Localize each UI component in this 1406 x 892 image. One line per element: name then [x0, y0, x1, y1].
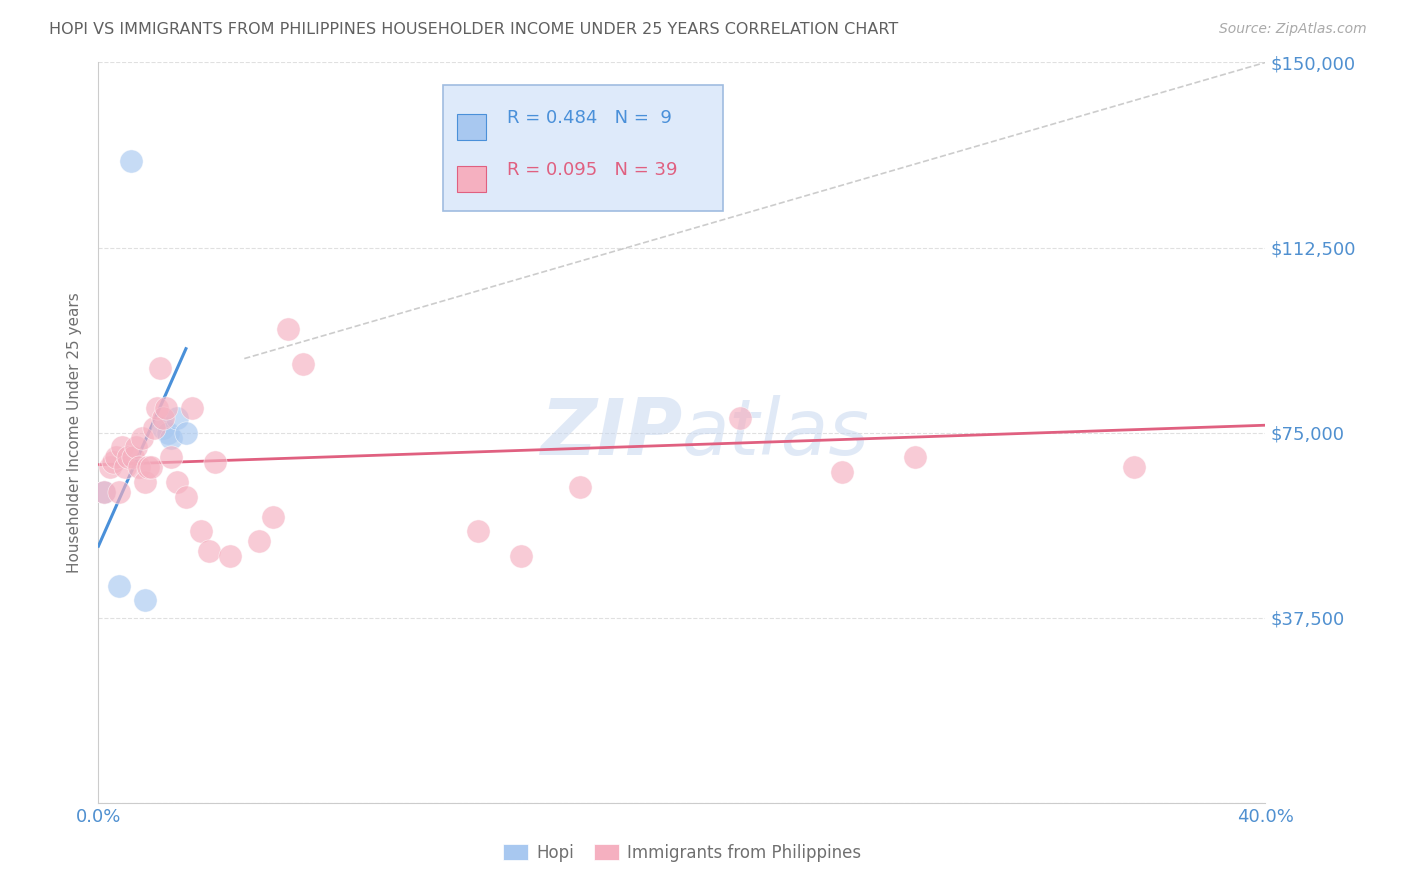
Point	[114, 460, 136, 475]
Point	[1123, 460, 1146, 475]
Point	[190, 524, 212, 539]
Point	[136, 460, 159, 475]
Point	[166, 475, 188, 489]
Point	[101, 455, 124, 469]
Point	[120, 154, 142, 169]
Point	[174, 425, 197, 440]
Point	[218, 549, 240, 563]
Point	[568, 480, 591, 494]
Point	[180, 401, 202, 415]
Point	[174, 490, 197, 504]
Point	[134, 475, 156, 489]
Point	[108, 579, 131, 593]
Point	[93, 484, 115, 499]
Point	[262, 509, 284, 524]
FancyBboxPatch shape	[457, 166, 486, 192]
Point	[155, 401, 177, 415]
Point	[131, 431, 153, 445]
Point	[157, 425, 180, 440]
Text: HOPI VS IMMIGRANTS FROM PHILIPPINES HOUSEHOLDER INCOME UNDER 25 YEARS CORRELATIO: HOPI VS IMMIGRANTS FROM PHILIPPINES HOUS…	[49, 22, 898, 37]
Point	[142, 420, 165, 434]
Text: R = 0.484   N =  9: R = 0.484 N = 9	[508, 109, 672, 127]
Point	[122, 450, 145, 465]
Y-axis label: Householder Income Under 25 years: Householder Income Under 25 years	[67, 293, 83, 573]
FancyBboxPatch shape	[443, 85, 723, 211]
Point	[117, 450, 139, 465]
Point	[277, 322, 299, 336]
Text: atlas: atlas	[682, 394, 870, 471]
Text: Source: ZipAtlas.com: Source: ZipAtlas.com	[1219, 22, 1367, 37]
Point	[730, 410, 752, 425]
Point	[125, 441, 148, 455]
Point	[128, 460, 150, 475]
Point	[204, 455, 226, 469]
Point	[152, 420, 174, 434]
Point	[146, 401, 169, 415]
Point	[139, 460, 162, 475]
Point	[291, 357, 314, 371]
Legend: Hopi, Immigrants from Philippines: Hopi, Immigrants from Philippines	[496, 838, 868, 869]
Point	[149, 361, 172, 376]
Point	[160, 450, 183, 465]
Point	[247, 534, 270, 549]
Point	[104, 450, 127, 465]
Point	[160, 431, 183, 445]
Point	[904, 450, 927, 465]
Point	[467, 524, 489, 539]
Point	[108, 484, 131, 499]
Point	[198, 544, 221, 558]
Point	[166, 410, 188, 425]
Point	[93, 484, 115, 499]
Point	[831, 465, 853, 479]
Point	[152, 410, 174, 425]
Point	[111, 441, 134, 455]
Text: R = 0.095   N = 39: R = 0.095 N = 39	[508, 161, 678, 178]
Point	[510, 549, 533, 563]
Text: ZIP: ZIP	[540, 394, 682, 471]
FancyBboxPatch shape	[457, 114, 486, 140]
Point	[134, 593, 156, 607]
Point	[98, 460, 121, 475]
